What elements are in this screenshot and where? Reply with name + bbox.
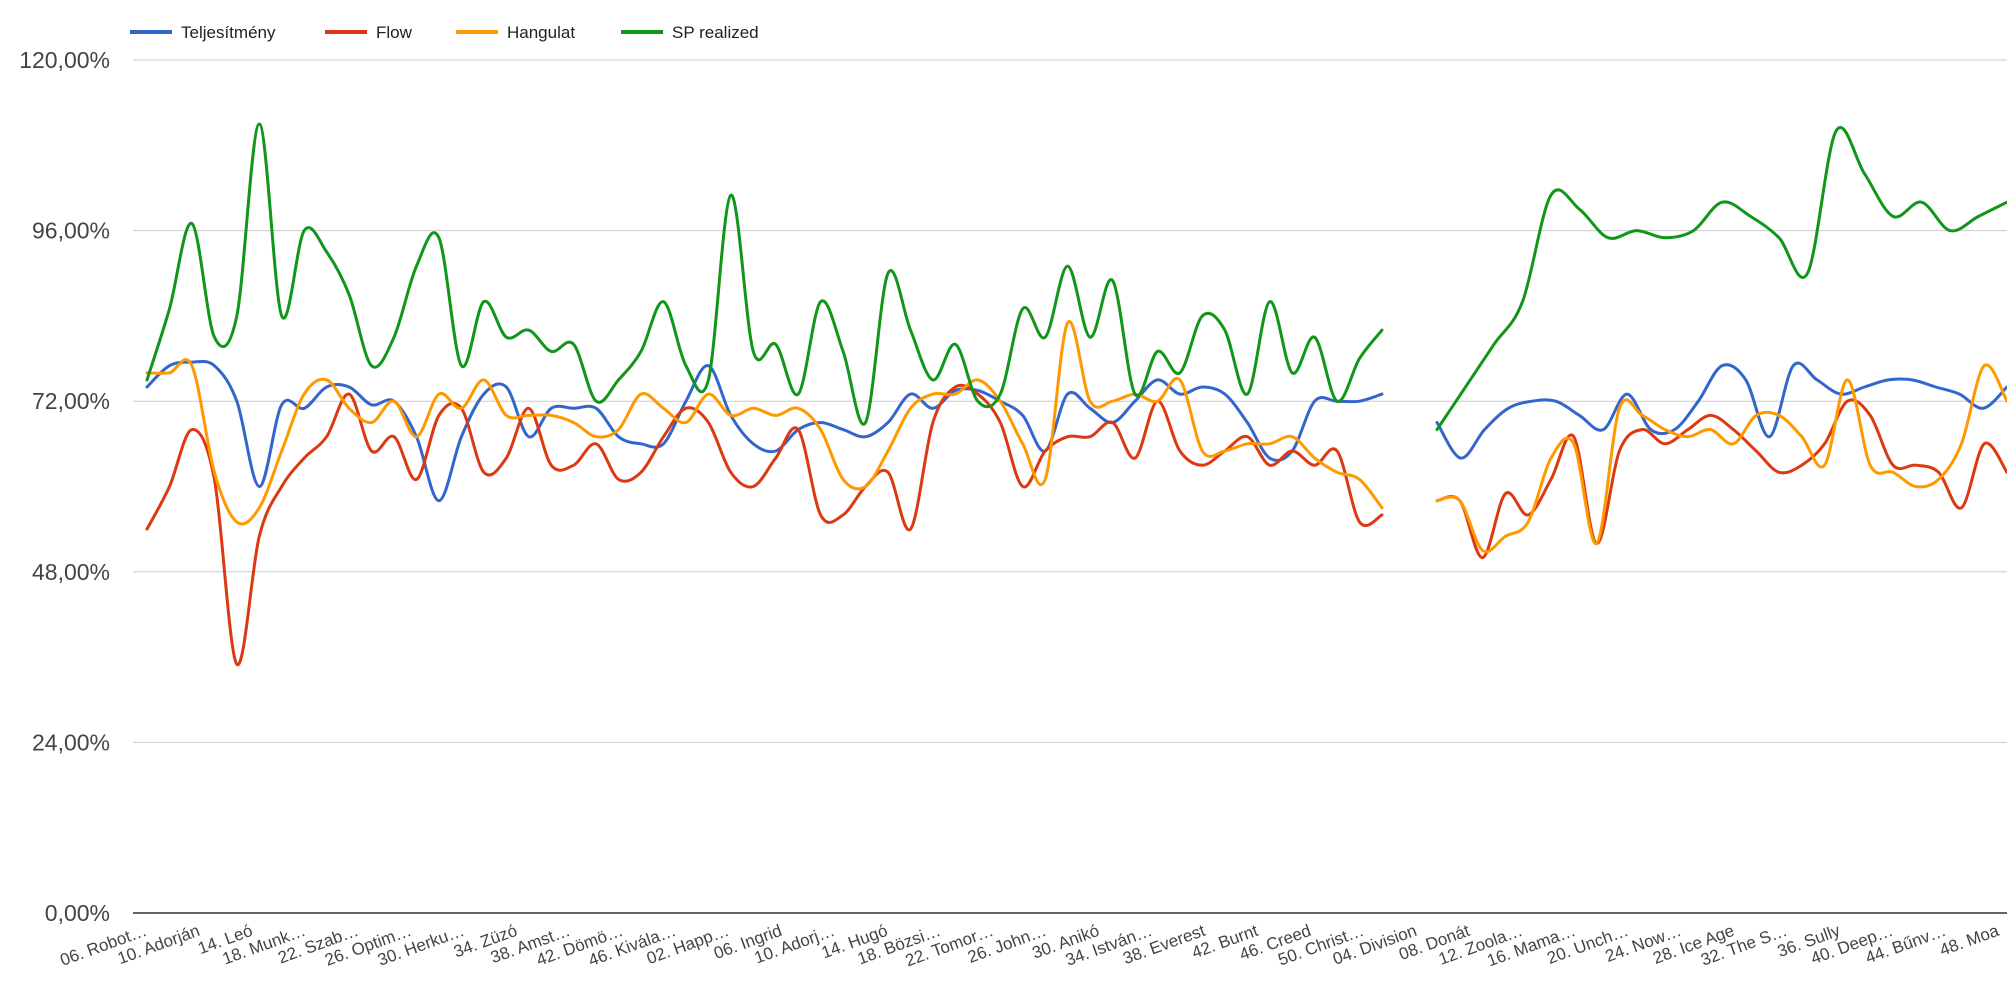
y-tick-label: 72,00% xyxy=(32,388,110,414)
legend-label: SP realized xyxy=(672,23,759,42)
grid-lines xyxy=(133,59,2007,914)
series-line-hangulat xyxy=(145,320,1384,526)
legend: Teljesítmény Flow Hangulat SP realized xyxy=(130,23,759,42)
y-tick-label: 0,00% xyxy=(45,900,110,926)
series-line-sp-realized xyxy=(1435,126,2007,432)
series-line-hangulat xyxy=(1435,363,2007,554)
series-line-teljes-tm-ny xyxy=(1435,361,2007,460)
legend-label: Flow xyxy=(376,23,413,42)
y-tick-label: 96,00% xyxy=(32,218,110,244)
y-axis-ticks: 0,00% 24,00% 48,00% 72,00% 96,00% 120,00% xyxy=(19,47,110,926)
series-line-teljes-tm-ny xyxy=(145,359,1384,503)
y-tick-label: 24,00% xyxy=(32,729,110,755)
series-line-sp-realized xyxy=(145,122,1384,426)
y-tick-label: 120,00% xyxy=(19,47,110,73)
y-tick-label: 48,00% xyxy=(32,559,110,585)
legend-label: Teljesítmény xyxy=(181,23,276,42)
x-tick-label: 48. Moa xyxy=(1937,921,2002,960)
series-line-flow xyxy=(145,383,1384,666)
series-line-flow xyxy=(1435,398,2007,560)
legend-label: Hangulat xyxy=(507,23,575,42)
series-lines xyxy=(145,122,2007,666)
